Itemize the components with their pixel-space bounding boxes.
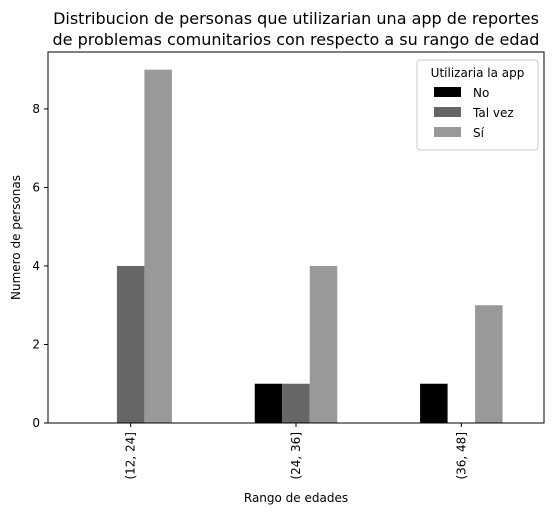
bar-sí-1: [144, 69, 172, 424]
y-axis-label: Numero de personas: [9, 175, 23, 300]
legend-title: Utilizaria la app: [431, 66, 525, 80]
bar-no-2: [254, 383, 283, 423]
legend-swatch-tal-vez: [434, 107, 461, 117]
legend-swatch-no: [434, 87, 461, 97]
legend-label-no: No: [473, 86, 489, 100]
axes-layer: [44, 51, 545, 427]
chart-title-line-2: de problemas comunitarios con respecto a…: [53, 30, 540, 49]
bars-layer: [116, 69, 503, 424]
y-tick-label: 8: [32, 102, 40, 116]
legend-swatch-sí: [434, 127, 461, 137]
y-tick-label: 2: [32, 337, 40, 351]
bar-sí-3: [475, 305, 503, 423]
bar-sí-2: [309, 265, 338, 423]
x-tick-label: (12, 24]: [124, 432, 138, 480]
bar-tal-vez-1: [116, 265, 145, 423]
x-tick-label: (36, 48]: [454, 432, 468, 480]
legend: Utilizaria la app No Tal vez Sí: [416, 59, 539, 151]
chart-title-line-1: Distribucion de personas que utilizarian…: [53, 9, 539, 28]
x-axis-label: Rango de edades: [244, 491, 348, 505]
legend-label-sí: Sí: [473, 126, 485, 140]
legend-label-tal-vez: Tal vez: [472, 106, 514, 120]
text-layer: 0 2 4 6 8 (12, 24] (24, 36] (36, 48] Rango de ed…: [9, 9, 539, 505]
y-tick-label: 4: [32, 259, 40, 273]
x-tick-label: (24, 36]: [289, 432, 303, 480]
y-tick-label: 0: [32, 416, 40, 430]
bar-tal-vez-2: [282, 383, 310, 423]
bar-no-3: [420, 383, 448, 423]
y-tick-label: 6: [32, 180, 40, 194]
